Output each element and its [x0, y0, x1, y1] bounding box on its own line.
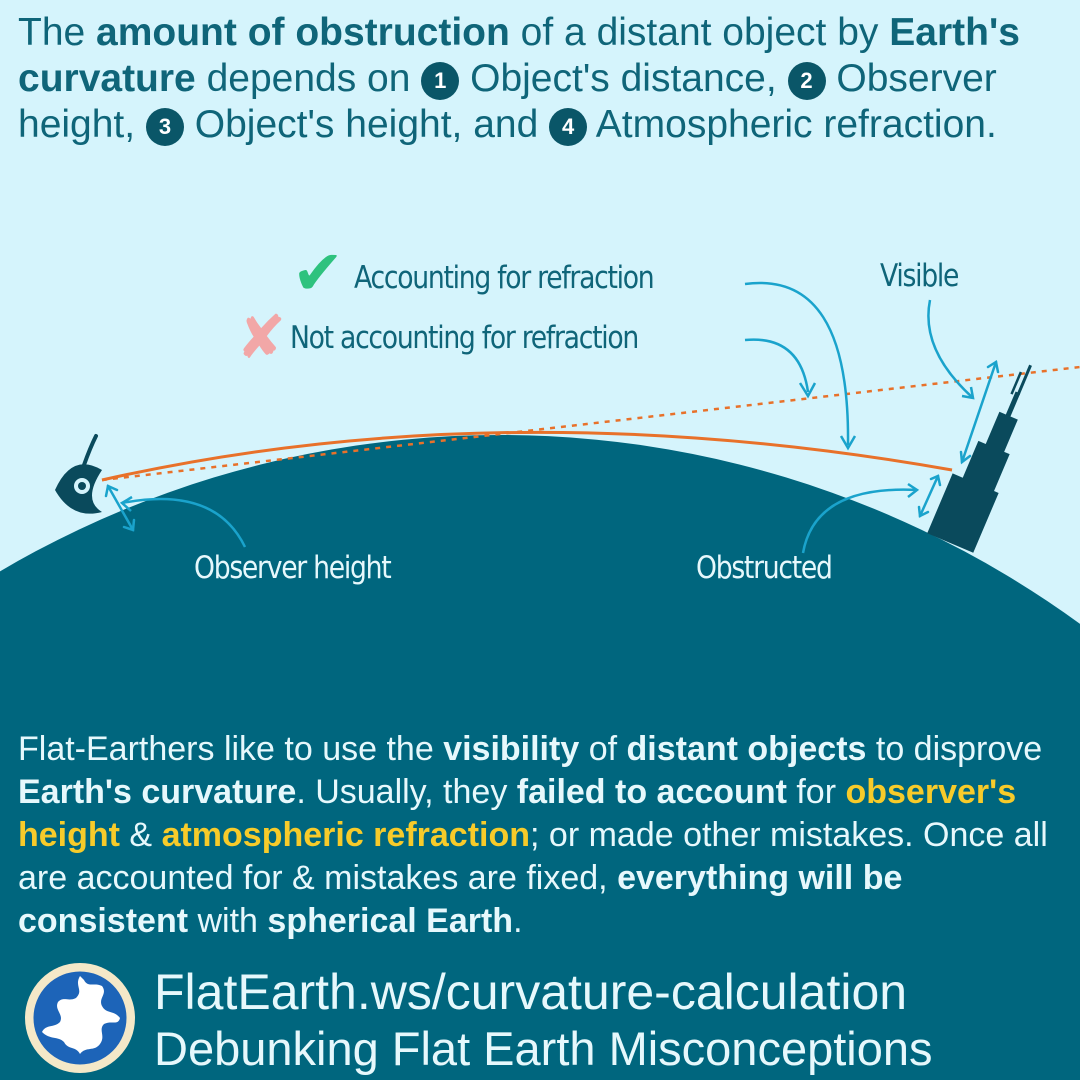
headline-text: depends on — [195, 57, 422, 100]
skyscraper-icon — [927, 364, 1032, 553]
body-bold: spherical Earth — [267, 902, 514, 940]
factor-observer-height: Observer height, — [18, 57, 997, 146]
obstructed-span-arrow — [917, 474, 942, 518]
factor-object-height: Object's height, and — [183, 103, 550, 146]
body-bold: failed to account — [516, 773, 787, 811]
visible-label: Visible — [880, 258, 959, 294]
obstructed-pointer-tip — [907, 482, 920, 498]
obstructed-label: Obstructed — [696, 550, 833, 586]
check-icon: ✔ — [292, 236, 344, 309]
earth-surface — [0, 435, 1080, 1080]
visible-span-arrow — [959, 359, 1000, 465]
globe-logo-icon — [25, 963, 135, 1073]
visible-pointer — [927, 299, 974, 399]
cross-icon: ✘ — [236, 303, 287, 373]
legend-with-refraction: Accounting for refraction — [354, 260, 655, 296]
observer-height-label: Observer height — [194, 550, 392, 586]
observer-height-arrow — [104, 484, 136, 532]
headline-text: The — [18, 11, 97, 54]
headline-bold: Earth's curvature — [18, 11, 1020, 100]
observer-height-pointer-tip — [119, 495, 133, 512]
body-highlight-observer-height: observer's height — [18, 773, 1017, 854]
body-paragraph: Flat-Earthers like to use the visibility… — [18, 728, 1068, 943]
body-text: with — [188, 902, 268, 940]
observer-height-pointer — [121, 497, 247, 548]
factor-object-distance: Object's distance, — [459, 57, 788, 100]
refraction-legend-pointer — [744, 281, 850, 446]
obstructed-pointer — [801, 488, 918, 554]
headline-bold: amount of obstruction — [96, 11, 510, 54]
factor-number-badge: 1 — [421, 62, 460, 100]
eye-icon — [55, 434, 102, 514]
headline: The amount of obstruction of a distant o… — [18, 10, 1068, 148]
body-bold: visibility — [443, 730, 580, 768]
body-bold: distant objects — [626, 730, 867, 768]
body-text: to disprove — [866, 730, 1043, 768]
body-text: & — [119, 816, 162, 854]
body-text: Flat-Earthers like to use the — [18, 730, 444, 768]
body-bold: Earth's curvature — [18, 773, 297, 811]
visible-pointer-tip — [961, 386, 975, 400]
headline-text: of a distant object by — [509, 11, 890, 54]
body-text: ; or made other mistakes. Once all are a… — [18, 816, 1048, 897]
factor-number-badge: 2 — [787, 62, 826, 100]
factor-number-badge: 4 — [549, 108, 588, 146]
no-refraction-legend-pointer — [744, 338, 810, 393]
body-highlight-atmospheric-refraction: atmospheric refraction — [161, 816, 531, 854]
body-text: . Usually, they — [296, 773, 517, 811]
factor-atmospheric-refraction: Atmospheric refraction. — [587, 103, 997, 146]
legend-without-refraction: Not accounting for refraction — [290, 320, 639, 356]
no-refraction-legend-pointer-tip — [798, 382, 817, 399]
site-url[interactable]: FlatEarth.ws/curvature-calculation — [154, 964, 908, 1020]
factor-number-badge: 3 — [145, 108, 184, 146]
body-bold: everything will be consistent — [18, 859, 903, 940]
body-text: . — [513, 902, 523, 940]
refraction-legend-pointer-tip — [839, 435, 857, 451]
body-text: for — [786, 773, 846, 811]
site-tagline: Debunking Flat Earth Misconceptions — [154, 1022, 933, 1075]
refracted-sight-line — [101, 430, 953, 482]
body-text: of — [579, 730, 627, 768]
